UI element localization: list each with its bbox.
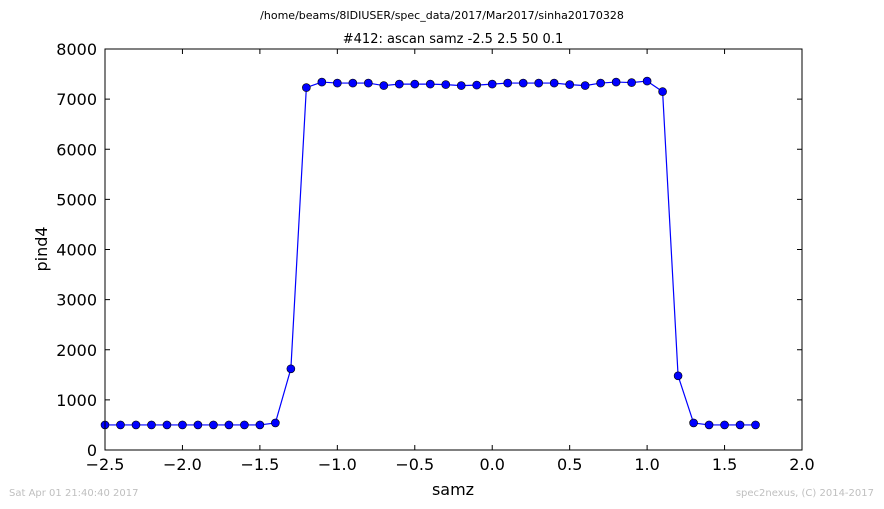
data-point — [116, 420, 125, 430]
data-point — [596, 78, 605, 88]
y-tick-label: 7000 — [56, 90, 97, 109]
x-tick-label: −0.5 — [395, 455, 434, 474]
data-point — [255, 420, 265, 430]
data-point — [518, 78, 528, 88]
data-point — [224, 420, 234, 430]
data-point — [487, 79, 497, 89]
x-tick-label: 0.5 — [557, 455, 582, 474]
data-point — [534, 78, 543, 88]
x-tick-label: 0.0 — [479, 455, 504, 474]
data-point — [410, 79, 420, 89]
x-tick-label: −1.5 — [240, 455, 279, 474]
data-point — [503, 78, 513, 88]
y-tick-label: 8000 — [56, 40, 97, 59]
data-point — [131, 420, 141, 430]
data-point — [240, 420, 249, 430]
x-tick-label: −1.0 — [318, 455, 357, 474]
data-point — [302, 83, 311, 92]
y-tick-label: 4000 — [56, 241, 97, 260]
data-point — [735, 420, 745, 430]
data-point — [611, 77, 621, 87]
data-point — [472, 80, 482, 90]
data-point — [333, 78, 342, 88]
x-tick-label: −2.5 — [86, 455, 125, 474]
data-point — [565, 80, 574, 89]
data-point — [286, 364, 296, 374]
data-point — [642, 76, 652, 86]
plot-frame — [104, 48, 803, 451]
series-layer — [100, 76, 760, 430]
credit: spec2nexus, (C) 2014-2017 — [735, 488, 874, 499]
data-point — [580, 81, 590, 90]
data-point — [394, 79, 404, 89]
y-tick-label: 5000 — [56, 190, 97, 209]
series-line — [105, 80, 756, 426]
file-path-title: /home/beams/8IDIUSER/spec_data/2017/Mar2… — [260, 9, 624, 22]
data-point — [364, 78, 373, 88]
data-point — [271, 418, 280, 428]
y-tick-label: 6000 — [56, 140, 97, 159]
data-point — [147, 420, 156, 430]
data-point — [162, 420, 172, 430]
x-tick-label: 2.0 — [789, 455, 814, 474]
x-tick-label: −2.0 — [163, 455, 202, 474]
y-tick-label: 3000 — [56, 291, 97, 310]
x-axis-label: samz — [432, 480, 474, 499]
data-point — [689, 418, 698, 428]
x-tick-label: 1.5 — [712, 455, 737, 474]
y-axis-label: pind4 — [32, 226, 51, 271]
data-point — [673, 371, 683, 381]
data-point — [751, 420, 760, 430]
data-point — [178, 420, 187, 430]
data-point — [720, 420, 729, 430]
tick-layer: −2.5 −2.0 −1.5 −1.0 −0.5 0.0 0.5 1.0 1.5 2.0 0 1000… — [56, 40, 814, 474]
timestamp: Sat Apr 01 21:40:40 2017 — [9, 488, 139, 499]
data-point — [209, 420, 218, 430]
data-point — [348, 78, 358, 88]
data-point — [317, 77, 327, 87]
data-point — [704, 420, 714, 430]
data-point — [549, 78, 559, 88]
data-point — [193, 420, 203, 430]
x-tick-label: 1.0 — [634, 455, 659, 474]
data-point — [379, 81, 389, 90]
y-tick-label: 1000 — [56, 391, 97, 410]
y-tick-label: 0 — [87, 441, 97, 460]
data-point — [627, 78, 636, 87]
data-point — [658, 87, 667, 96]
data-point — [456, 81, 466, 90]
y-tick-label: 2000 — [56, 341, 97, 360]
data-point — [425, 79, 435, 89]
chart-title: #412: ascan samz -2.5 2.5 50 0.1 — [343, 32, 563, 47]
data-point — [441, 80, 451, 89]
